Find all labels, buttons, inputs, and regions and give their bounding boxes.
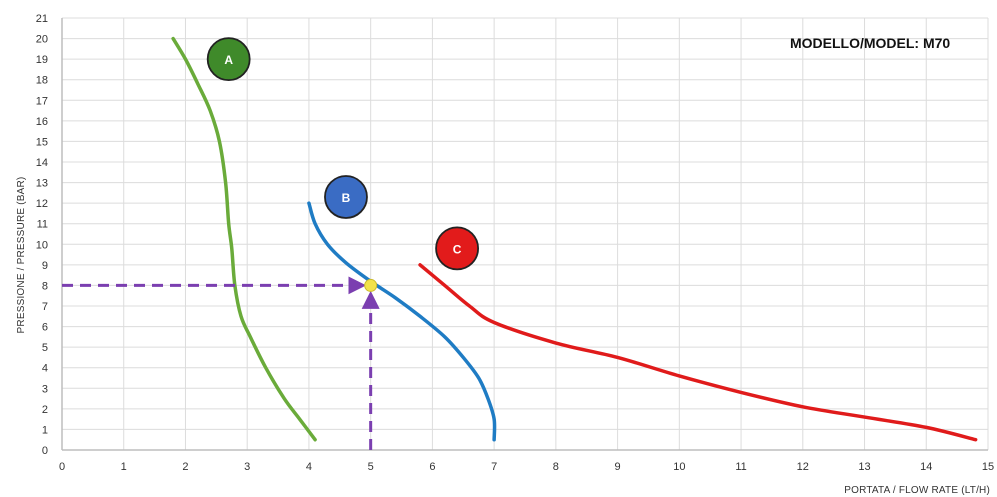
y-tick-label: 0 [42,445,48,457]
grid [62,17,989,450]
x-axis-title: PORTATA / FLOW RATE (LT/H) [844,485,990,496]
y-tick-label: 17 [36,95,48,107]
x-tick-label: 14 [920,461,932,473]
y-tick-label: 1 [42,424,48,436]
x-tick-label: 9 [615,461,621,473]
y-tick-label: 13 [36,178,48,190]
series-c-badge [435,226,479,271]
y-tick-label: 3 [42,383,48,395]
y-axis-title: PRESSIONE / PRESSURE (BAR) [16,177,27,334]
x-tick-label: 6 [429,461,435,473]
series-a-badge [206,37,251,82]
axes: 0 1 2 3 4 5 6 7 8 9 10 11 12 13 14 15012345678910111213… [36,13,994,473]
labels-layer: MODELLO/MODEL: M70 PORTATA / FLOW RATE (… [16,35,990,496]
x-tick-label: 7 [491,461,497,473]
operating-point-layer [62,276,380,450]
series-a-line [171,36,317,442]
y-tick-label: 2 [42,404,48,416]
y-tick-label: 7 [42,301,48,313]
x-tick-label: 2 [182,461,188,473]
y-tick-label: 20 [36,34,48,46]
x-tick-label: 12 [797,461,809,473]
y-tick-label: 16 [36,116,48,128]
y-tick-label: 4 [42,363,48,375]
series-c-badge-label: C [453,242,462,256]
series-b-badge-label: B [342,191,351,205]
series-c-line [418,263,978,442]
y-tick-label: 5 [42,342,48,354]
y-tick-label: 11 [37,219,48,231]
y-tick-label: 9 [42,260,48,272]
x-tick-label: 4 [306,461,312,473]
series-a-badge-label: A [224,53,233,67]
x-tick-label: 13 [858,461,870,473]
y-tick-label: 18 [36,75,48,87]
y-tick-label: 21 [36,13,48,25]
model-label: MODELLO/MODEL: M70 [790,35,950,51]
y-tick-label: 8 [42,280,48,292]
series-layer: A B C [171,36,978,442]
x-tick-label: 11 [735,461,746,473]
series-b-badge [324,175,368,219]
x-tick-label: 8 [553,461,559,473]
y-tick-label: 15 [36,136,48,148]
x-tick-label: 15 [982,461,994,473]
y-tick-label: 10 [36,239,48,251]
x-tick-label: 0 [59,461,65,473]
x-tick-label: 3 [244,461,250,473]
y-tick-label: 12 [36,198,48,210]
series-b-line [307,201,497,442]
x-tick-label: 10 [673,461,685,473]
x-tick-label: 1 [121,461,127,473]
y-tick-label: 6 [42,322,48,334]
y-tick-label: 14 [36,157,48,169]
y-tick-label: 19 [36,54,48,66]
x-tick-label: 5 [368,461,374,473]
operating-point-marker [364,278,378,292]
